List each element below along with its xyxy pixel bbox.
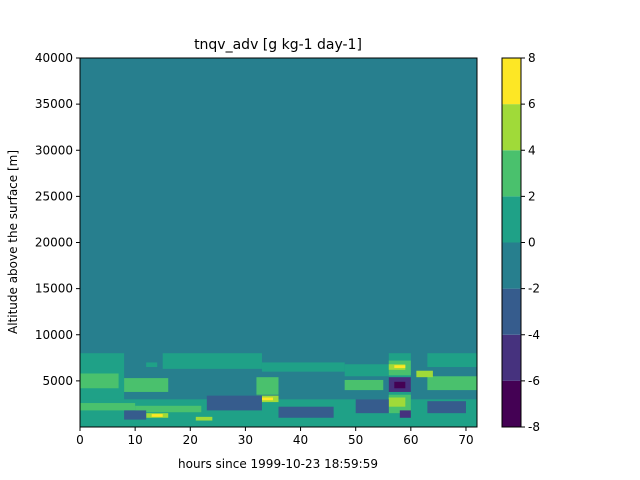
colorbar-swatch	[502, 334, 521, 381]
y-tick-label: 10000	[35, 328, 73, 342]
colorbar-swatch	[502, 58, 521, 105]
x-tick-label: 0	[76, 433, 84, 447]
contour-region	[80, 373, 119, 389]
y-tick-label: 20000	[35, 236, 73, 250]
contour-region	[256, 377, 279, 395]
contour-region	[344, 379, 384, 391]
x-tick-label: 70	[458, 433, 473, 447]
contour-region	[151, 414, 163, 417]
colorbar-tick-label: -6	[528, 374, 540, 388]
y-axis-label: Altitude above the surface [m]	[6, 150, 20, 334]
x-axis: 0 10 20 30 40 50 60 70	[76, 427, 474, 447]
contour-region	[427, 376, 477, 391]
colorbar-tick-label: -4	[528, 328, 540, 342]
x-axis-label: hours since 1999-10-23 18:59:59	[178, 457, 378, 471]
contour-region	[162, 353, 262, 369]
x-tick-label: 20	[183, 433, 198, 447]
colorbar-swatch	[502, 380, 521, 427]
contour-region	[124, 410, 147, 420]
colorbar-tick-label: 4	[528, 143, 536, 157]
y-tick-label: 25000	[35, 189, 73, 203]
y-tick-label: 15000	[35, 282, 73, 296]
x-tick-label: 10	[127, 433, 142, 447]
contour-region	[416, 370, 433, 378]
colorbar: -8 -6 -4 -2 0 2 4 6 8	[501, 51, 540, 434]
chart-title: tnqv_adv [g kg-1 day-1]	[194, 37, 362, 53]
contour-region	[427, 401, 466, 414]
plot-area	[80, 58, 477, 427]
y-tick-label: 35000	[35, 97, 73, 111]
contour-region	[135, 405, 202, 413]
colorbar-tick-label: 2	[528, 189, 536, 203]
contour-region	[206, 395, 262, 411]
contour-region	[278, 406, 334, 418]
contour-region	[399, 410, 411, 418]
colorbar-tick-label: -2	[528, 282, 540, 296]
contour-region	[394, 381, 406, 389]
contour-region	[394, 365, 406, 368]
y-tick-label: 5000	[42, 374, 73, 388]
contour-region	[124, 378, 169, 392]
contour-region	[261, 362, 345, 372]
colorbar-swatch	[502, 242, 521, 289]
y-axis: 5000 10000 15000 20000 25000 30000 35000 40000	[35, 51, 80, 388]
contour-region	[427, 353, 477, 368]
colorbar-swatch	[502, 150, 521, 197]
contour-region	[146, 362, 158, 368]
contour-region	[344, 364, 389, 377]
colorbar-swatch	[502, 288, 521, 335]
x-tick-label: 40	[293, 433, 308, 447]
x-tick-label: 60	[403, 433, 418, 447]
x-tick-label: 50	[348, 433, 363, 447]
colorbar-tick-label: 0	[528, 236, 536, 250]
contour-region	[355, 399, 389, 414]
y-tick-label: 30000	[35, 143, 73, 157]
contour-region	[261, 397, 273, 401]
x-tick-label: 30	[238, 433, 253, 447]
contour-region	[195, 416, 213, 421]
colorbar-tick-label: -8	[528, 420, 540, 434]
colorbar-swatch	[502, 196, 521, 243]
y-tick-label: 40000	[35, 51, 73, 65]
colorbar-tick-label: 8	[528, 51, 536, 65]
colorbar-tick-label: 6	[528, 97, 536, 111]
colorbar-swatch	[502, 104, 521, 151]
contour-region	[80, 403, 136, 411]
contour-region	[388, 397, 406, 407]
